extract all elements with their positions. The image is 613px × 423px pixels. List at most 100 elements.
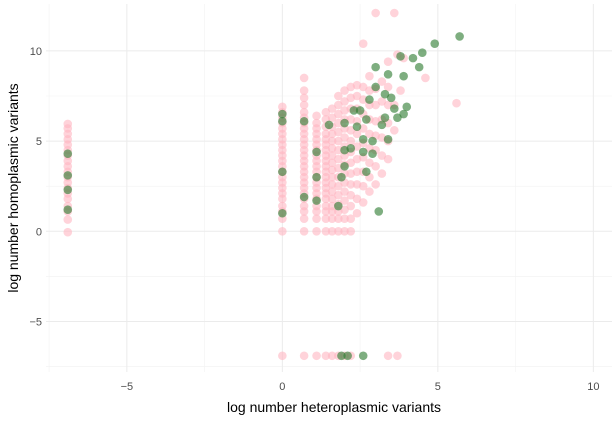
data-point (374, 207, 384, 216)
data-point (452, 98, 461, 108)
data-point (299, 226, 309, 236)
data-point (349, 106, 359, 115)
data-point (340, 162, 349, 171)
data-point (327, 136, 337, 146)
data-point (346, 190, 356, 200)
data-point (371, 180, 380, 189)
data-point (355, 106, 365, 115)
data-point (455, 32, 464, 41)
data-point (368, 149, 377, 159)
data-point (334, 181, 343, 191)
data-point (299, 192, 309, 202)
data-point (334, 145, 343, 155)
data-point (312, 196, 321, 205)
data-point (383, 82, 393, 92)
data-point (352, 167, 362, 177)
data-point (386, 93, 396, 103)
data-point (334, 118, 343, 128)
data-point (321, 214, 331, 223)
data-point (358, 134, 368, 144)
data-point (278, 201, 287, 211)
data-point (327, 351, 337, 361)
data-point (327, 226, 337, 236)
data-point (358, 39, 368, 48)
data-point (346, 136, 356, 146)
data-point (358, 147, 368, 157)
data-point (365, 158, 374, 168)
data-point (321, 226, 331, 236)
data-point (377, 151, 387, 160)
data-point (327, 151, 337, 160)
data-point (383, 134, 393, 144)
data-point (340, 97, 349, 106)
data-point (299, 93, 309, 103)
data-point (402, 102, 412, 112)
data-point (63, 185, 73, 195)
data-point (63, 227, 73, 237)
tick-labels: −5 0 5 10 −5 0 5 10 (29, 46, 599, 393)
data-point (358, 198, 368, 207)
data-point (390, 125, 399, 135)
data-point (358, 95, 368, 104)
data-point (299, 100, 309, 110)
y-tick-label: 5 (36, 136, 42, 148)
data-point (334, 201, 343, 211)
data-point (393, 113, 402, 122)
data-point (321, 129, 331, 139)
data-point (362, 167, 371, 177)
y-axis-title: log number homoplasmic variants (5, 83, 21, 292)
data-point (312, 214, 321, 223)
data-point (352, 208, 362, 218)
data-point (327, 104, 337, 113)
data-point (321, 201, 331, 211)
data-point (299, 107, 309, 117)
data-point (63, 215, 73, 224)
data-point (334, 226, 343, 236)
data-point (334, 136, 343, 146)
data-point (278, 208, 287, 218)
data-point (383, 57, 393, 67)
data-point (334, 109, 343, 119)
data-point (63, 149, 73, 159)
data-point (278, 226, 287, 236)
data-point (383, 100, 393, 110)
data-point (396, 52, 405, 61)
data-point (299, 86, 309, 95)
data-point (299, 351, 309, 361)
data-point (327, 172, 337, 182)
data-point (399, 71, 408, 81)
data-point (299, 73, 309, 83)
data-point (408, 53, 418, 63)
data-point (358, 181, 368, 191)
data-point (365, 95, 374, 104)
data-point (346, 201, 356, 211)
data-point (380, 113, 390, 122)
data-point (340, 133, 349, 142)
data-point (430, 39, 440, 48)
data-point (414, 62, 424, 72)
data-point (312, 118, 321, 128)
data-point (346, 158, 356, 168)
data-point (368, 136, 377, 146)
data-point (390, 8, 399, 18)
data-point (377, 169, 387, 178)
data-point (334, 100, 343, 110)
y-tick-label: 10 (30, 46, 42, 58)
data-point (346, 180, 356, 189)
y-tick-label: −5 (29, 316, 42, 328)
data-point (321, 107, 331, 117)
data-point (327, 158, 337, 168)
data-point (340, 86, 349, 95)
data-point (346, 214, 356, 223)
data-point (299, 201, 309, 211)
data-point (365, 187, 374, 196)
data-point (421, 73, 430, 83)
data-point (337, 172, 346, 182)
data-point (352, 91, 362, 101)
data-point (340, 214, 349, 223)
data-point (324, 120, 334, 130)
data-point (312, 351, 321, 361)
data-point (327, 113, 337, 122)
data-point (312, 226, 321, 236)
